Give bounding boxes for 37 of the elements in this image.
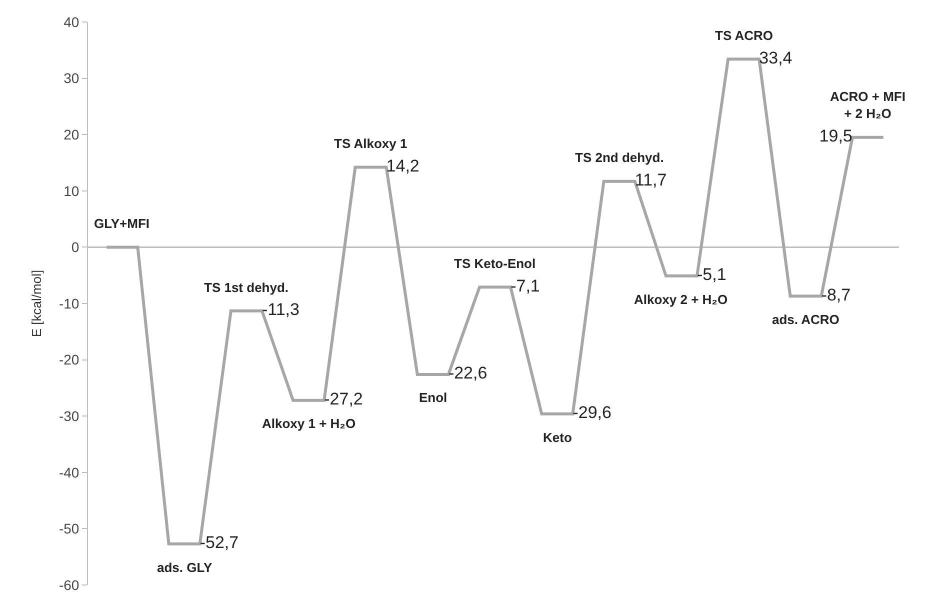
annotation: Alkoxy 2 + H₂O: [634, 292, 728, 307]
data-label: -27,2: [324, 390, 363, 409]
data-label: -11,3: [262, 300, 300, 320]
y-axis-title: E [kcal/mol]: [28, 270, 44, 338]
annotation: ads. ACRO: [772, 312, 840, 327]
annotation: GLY+MFI: [94, 216, 150, 231]
data-label: 33,4: [759, 48, 792, 68]
y-tick-label: 20: [64, 126, 80, 142]
annotation: Enol: [419, 390, 448, 405]
data-label: 19,5: [819, 126, 852, 146]
y-tick-label: 30: [64, 70, 80, 86]
data-label: -29,6: [572, 403, 612, 422]
annotation: TS Keto-Enol: [454, 256, 536, 271]
y-tick-label: -40: [58, 464, 80, 480]
y-tick-label: 10: [64, 182, 80, 199]
annotation: Alkoxy 1 + H₂O: [262, 416, 356, 431]
annotation: TS ACRO: [715, 28, 774, 43]
data-label: 11,7: [634, 170, 667, 190]
annotation: Keto: [543, 430, 572, 445]
y-tick-label: -20: [58, 352, 80, 368]
data-label: 14,2: [386, 156, 420, 176]
data-label: -52,7: [200, 533, 239, 552]
y-tick-label: 0: [71, 239, 80, 256]
data-label: -5,1: [697, 265, 726, 284]
annotation: TS 1st dehyd.: [204, 280, 289, 295]
data-label: -22,6: [448, 364, 488, 383]
annotation: ads. GLY: [157, 560, 212, 575]
annotation: TS 2nd dehyd.: [575, 150, 664, 165]
y-tick-label: -10: [58, 295, 80, 312]
y-tick-label: -60: [58, 576, 80, 593]
y-tick-label: -50: [58, 520, 80, 537]
data-label: -8,7: [821, 285, 851, 304]
data-label: -7,1: [510, 276, 540, 296]
annotation: ACRO + MFI + 2 H₂O: [830, 89, 906, 121]
y-tick-label: -30: [58, 408, 80, 424]
y-tick-label: 40: [64, 14, 80, 30]
annotation: TS Alkoxy 1: [334, 136, 408, 151]
